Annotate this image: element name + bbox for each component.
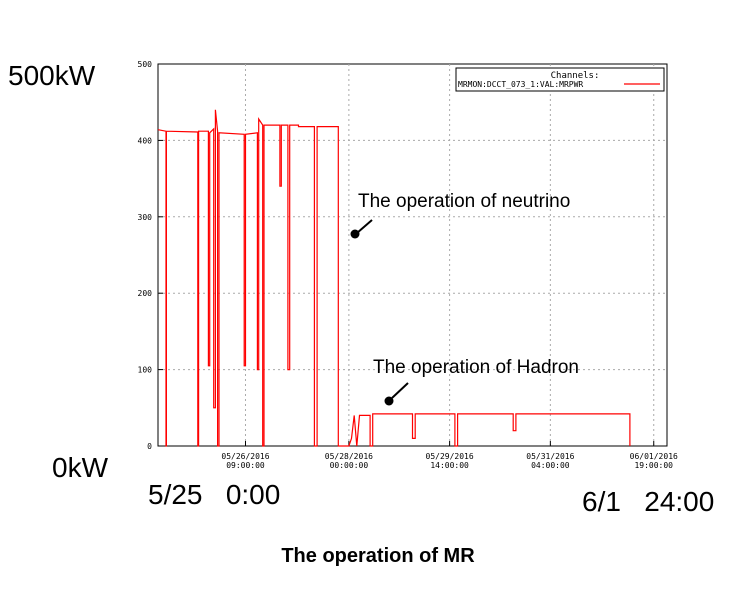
x-tick-label-time: 09:00:00 — [226, 461, 265, 470]
chart-caption: The operation of MR — [281, 545, 475, 567]
legend-entry-label: MRMON:DCCT_073_1:VAL:MRPWR — [458, 80, 583, 89]
y-tick-label: 500 — [138, 60, 153, 69]
annotation-neutrino-arrow — [356, 219, 373, 234]
legend: Channels: MRMON:DCCT_073_1:VAL:MRPWR — [455, 67, 665, 92]
x-tick-label-time: 04:00:00 — [531, 461, 570, 470]
legend-title: Channels: — [551, 71, 600, 81]
y-tick-label: 400 — [138, 136, 153, 145]
outer-label-y-bottom: 0kW — [52, 452, 109, 483]
series-layer — [157, 109, 631, 447]
annotation-hadron-text: The operation of Hadron — [373, 357, 579, 378]
y-tick-label: 0 — [147, 442, 152, 451]
x-tick-label-date: 05/29/2016 — [426, 452, 474, 461]
x-tick-label-date: 05/28/2016 — [325, 452, 373, 461]
annotation-hadron: The operation of Hadron — [373, 357, 579, 406]
x-tick-label-date: 05/31/2016 — [526, 452, 574, 461]
outer-label-x-end: 6/1 24:00 — [582, 486, 714, 517]
outer-label-x-start: 5/25 0:00 — [148, 479, 280, 510]
annotation-hadron-dot — [384, 396, 394, 406]
y-tick-label: 100 — [138, 366, 153, 375]
x-tick-label-date: 06/01/2016 — [630, 452, 678, 461]
annotation-hadron-arrow — [391, 382, 409, 399]
y-tick-labels: 0 100 200 300 400 500 — [138, 60, 163, 451]
x-tick-label-date: 05/26/2016 — [221, 452, 269, 461]
y-tick-label: 300 — [138, 213, 153, 222]
annotation-neutrino: The operation of neutrino — [350, 191, 570, 239]
outer-label-y-top: 500kW — [8, 60, 96, 91]
y-tick-label: 200 — [138, 289, 153, 298]
x-tick-label-time: 14:00:00 — [430, 461, 469, 470]
annotation-neutrino-text: The operation of neutrino — [358, 191, 570, 212]
x-tick-label-time: 00:00:00 — [330, 461, 369, 470]
annotation-neutrino-dot — [350, 229, 360, 239]
legend-box — [455, 67, 665, 92]
plot-frame — [157, 63, 668, 447]
series-line — [157, 109, 631, 447]
grid-lines — [158, 64, 667, 446]
x-tick-label-time: 19:00:00 — [634, 461, 673, 470]
